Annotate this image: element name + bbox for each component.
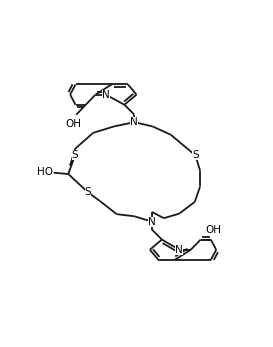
Text: S: S bbox=[85, 187, 91, 197]
Text: N: N bbox=[176, 245, 183, 255]
Text: OH: OH bbox=[206, 225, 221, 235]
Text: OH: OH bbox=[66, 119, 82, 129]
Text: N: N bbox=[102, 90, 110, 100]
Text: N: N bbox=[148, 217, 156, 227]
Text: HO: HO bbox=[37, 168, 53, 177]
Text: S: S bbox=[192, 150, 199, 160]
Text: S: S bbox=[72, 150, 78, 160]
Text: N: N bbox=[130, 117, 138, 127]
